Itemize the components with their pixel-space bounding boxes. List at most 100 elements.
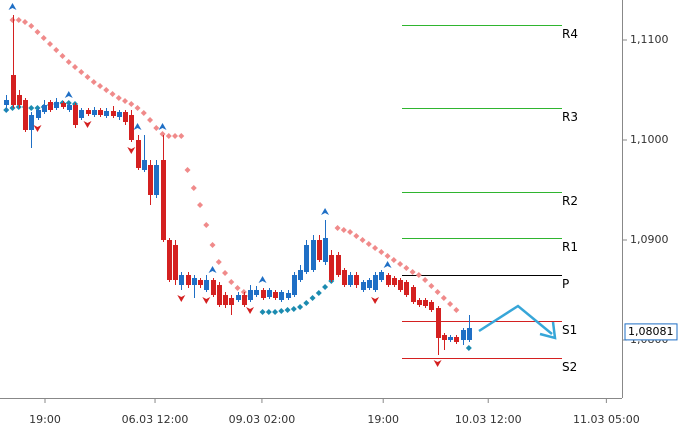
candle-body [136,140,141,168]
candle-body [461,330,466,340]
candle-body [4,100,9,105]
fractal-down [246,307,255,314]
candle-body [54,102,59,108]
candle-body [186,275,191,285]
candle-body [454,337,459,342]
candle-body [111,111,116,116]
candle-body [167,240,172,280]
candle-body [123,112,128,122]
pivot-label: S1 [562,323,577,337]
candle-body [61,103,66,107]
candle-body [304,245,309,272]
x-tick-label: 10.03 12:00 [455,413,522,426]
indicator-dot [359,237,366,243]
indicator-dot [278,308,285,314]
indicator-dot [153,125,160,131]
candle-body [354,275,359,285]
indicator-dot [240,289,247,295]
indicator-dot [403,265,410,271]
candle-body [192,278,197,285]
candle-body [267,290,272,297]
pivot-label: R1 [562,240,578,254]
indicator-dot [159,131,166,137]
indicator-dot [47,41,54,47]
candle-body [423,300,428,306]
indicator-dot [222,270,229,276]
fractal-up [64,91,73,98]
candle-body [242,295,247,305]
candle-body [161,160,166,240]
candle-body [361,282,366,290]
indicator-dot [334,225,341,231]
indicator-dot [422,277,429,283]
indicator-dot [9,105,16,111]
indicator-dot [347,229,354,235]
indicator-dot [53,47,60,53]
candle-body [204,280,209,290]
candle-body [467,328,472,340]
candle-body [279,292,284,300]
candle-body [217,285,222,305]
candle-body [392,278,397,285]
candle-body [336,255,341,275]
indicator-dot [109,91,116,97]
indicator-dot [22,19,29,25]
indicator-dot [465,345,472,351]
indicator-dot [265,309,272,315]
candle-body [148,165,153,195]
indicator-dot [290,306,297,312]
fractal-down [433,360,442,367]
candle-body [411,287,416,302]
candle-body [67,105,72,110]
candle-body [29,115,34,130]
fractal-down [371,297,380,304]
indicator-dot [340,227,347,233]
pivot-label: R2 [562,194,578,208]
indicator-dot [72,64,79,70]
indicator-dot [234,285,241,291]
candle-body [367,280,372,288]
y-tick-label: 1,0900 [630,233,669,246]
x-tick-label: 19:00 [29,413,61,426]
pivot-levels: R4 R3 R2 R1 P S1 S2 [402,25,578,374]
indicator-dot [34,29,41,35]
indicator-dot [65,100,72,106]
indicator-dot [34,105,41,111]
candle-body [348,275,353,285]
y-tick-label: 1,1100 [630,33,669,46]
indicator-dot [397,261,404,267]
x-tick-label: 19:00 [367,413,399,426]
fractal-down [33,125,42,132]
candle-body [273,292,278,298]
pivot-label: R3 [562,110,578,124]
fractal-up [133,123,142,130]
candle-body [329,255,334,280]
fractal-down [202,297,211,304]
indicator-dot [147,117,154,123]
indicator-dot [59,53,66,59]
candle-body [442,335,447,340]
candle-body [48,102,53,110]
indicator-dot [322,284,329,290]
indicator-dot [28,23,35,29]
fractal-up [383,261,392,268]
pivot-label: P [562,277,569,291]
fractal-up [208,266,217,273]
candle-body [117,112,122,117]
indicator-dot [453,307,460,313]
indicator-dot [297,304,304,310]
fractal-down [127,147,136,154]
pivot-label: R4 [562,27,578,41]
candle-body [92,110,97,115]
indicator-dot [122,98,129,104]
fractal-down [83,121,92,128]
candle-body [248,290,253,300]
indicator-dot [15,17,22,23]
candle-body [211,280,216,295]
indicator-dot [272,309,279,315]
candle-body [254,290,259,295]
candle-body [298,270,303,280]
indicator-dot [365,241,372,247]
